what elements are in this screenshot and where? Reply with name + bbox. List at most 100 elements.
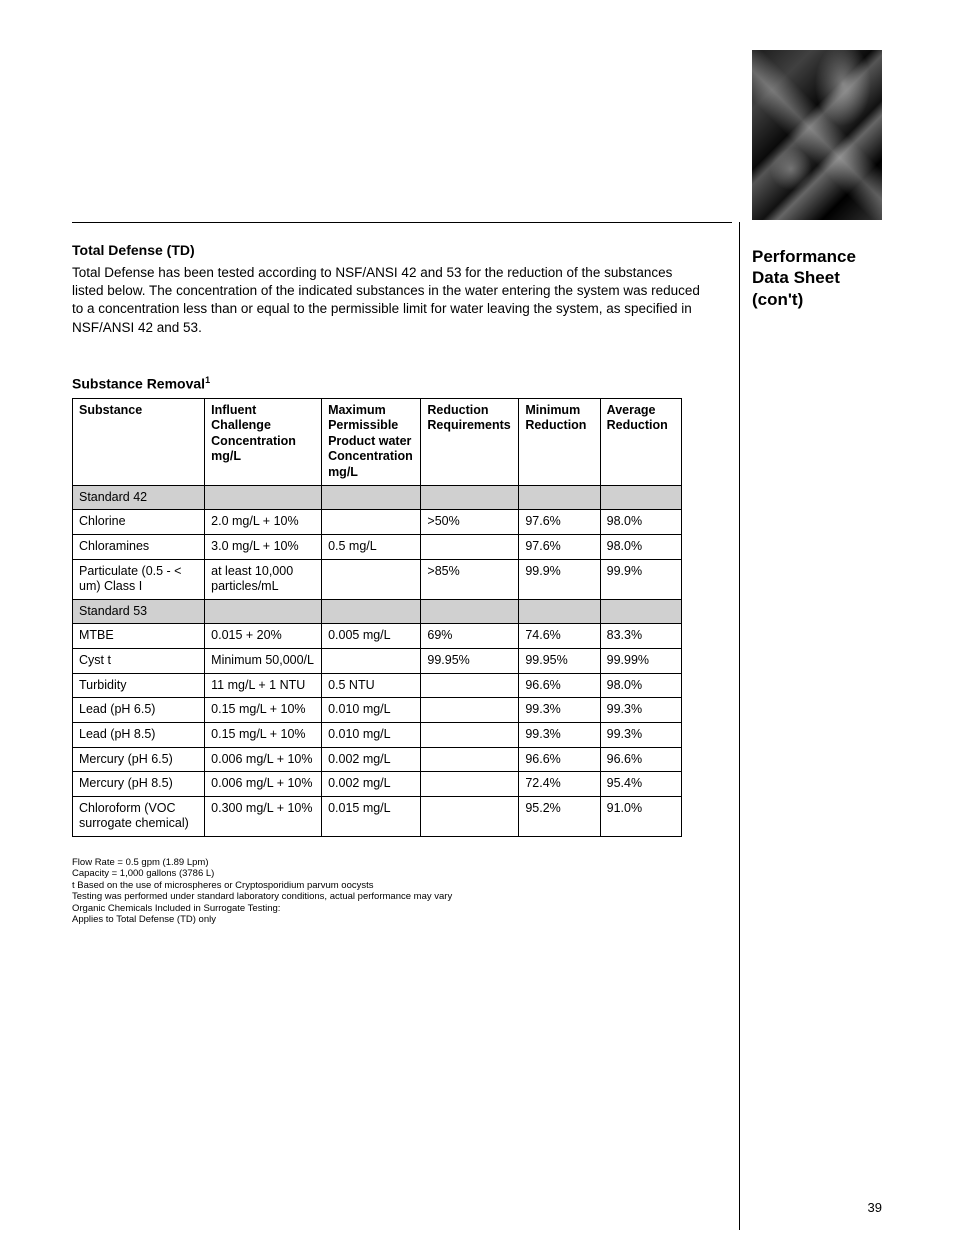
cell-avg: 99.3% — [600, 722, 681, 747]
cell-avg: 95.4% — [600, 772, 681, 797]
table-row: Particulate (0.5 - < um) Class Iat least… — [73, 559, 682, 599]
cell-reduction — [421, 772, 519, 797]
footnote-line: Applies to Total Defense (TD) only — [72, 914, 702, 925]
cell-avg: 98.0% — [600, 673, 681, 698]
main-content: Total Defense (TD) Total Defense has bee… — [72, 242, 702, 925]
cell-avg: 96.6% — [600, 747, 681, 772]
cell-reduction — [421, 485, 519, 510]
cell-influent: 0.015 + 20% — [205, 624, 322, 649]
cell-min: 72.4% — [519, 772, 600, 797]
cell-min: 96.6% — [519, 673, 600, 698]
cell-max: 0.005 mg/L — [322, 624, 421, 649]
table-title: Substance Removal1 — [72, 375, 702, 392]
cell-substance: Lead (pH 6.5) — [73, 698, 205, 723]
cell-substance: MTBE — [73, 624, 205, 649]
cell-substance: Standard 53 — [73, 599, 205, 624]
table-row: Mercury (pH 6.5)0.006 mg/L + 10%0.002 mg… — [73, 747, 682, 772]
footnote-line: Testing was performed under standard lab… — [72, 891, 702, 902]
section-body: Total Defense has been tested according … — [72, 264, 702, 337]
cell-influent: 11 mg/L + 1 NTU — [205, 673, 322, 698]
header-image — [752, 50, 882, 220]
cell-max — [322, 510, 421, 535]
cell-reduction: >85% — [421, 559, 519, 599]
table-row: Chloroform (VOC surrogate chemical)0.300… — [73, 796, 682, 836]
cell-influent: 0.006 mg/L + 10% — [205, 772, 322, 797]
cell-max — [322, 649, 421, 674]
cell-avg: 99.9% — [600, 559, 681, 599]
cell-influent: 0.15 mg/L + 10% — [205, 722, 322, 747]
cell-reduction — [421, 698, 519, 723]
cell-max: 0.5 NTU — [322, 673, 421, 698]
cell-reduction — [421, 534, 519, 559]
cell-avg: 98.0% — [600, 510, 681, 535]
cell-substance: Cyst t — [73, 649, 205, 674]
cell-max: 0.002 mg/L — [322, 747, 421, 772]
table-body: Standard 42Chlorine2.0 mg/L + 10% >50%97.… — [73, 485, 682, 836]
cell-influent: 2.0 mg/L + 10% — [205, 510, 322, 535]
cell-max — [322, 559, 421, 599]
cell-substance: Mercury (pH 6.5) — [73, 747, 205, 772]
table-row: Chloramines3.0 mg/L + 10%0.5 mg/L97.6%98… — [73, 534, 682, 559]
cell-min — [519, 599, 600, 624]
cell-substance: Standard 42 — [73, 485, 205, 510]
cell-avg: 91.0% — [600, 796, 681, 836]
table-row: Standard 53 — [73, 599, 682, 624]
cell-min: 97.6% — [519, 534, 600, 559]
table-header-row: Substance Influent Challenge Concentrati… — [73, 398, 682, 485]
cell-max: 0.010 mg/L — [322, 698, 421, 723]
cell-min: 97.6% — [519, 510, 600, 535]
cell-reduction — [421, 673, 519, 698]
table-row: Mercury (pH 8.5)0.006 mg/L + 10%0.002 mg… — [73, 772, 682, 797]
table-row: Turbidity11 mg/L + 1 NTU0.5 NTU96.6%98.0… — [73, 673, 682, 698]
cell-reduction — [421, 599, 519, 624]
header-rule — [72, 222, 732, 223]
cell-min: 99.95% — [519, 649, 600, 674]
sidebar-title-line2: Data Sheet — [752, 268, 840, 287]
table-row: MTBE0.015 + 20%0.005 mg/L69%74.6%83.3% — [73, 624, 682, 649]
table-row: Lead (pH 8.5)0.15 mg/L + 10%0.010 mg/L99… — [73, 722, 682, 747]
cell-substance: Lead (pH 8.5) — [73, 722, 205, 747]
cell-influent: 0.300 mg/L + 10% — [205, 796, 322, 836]
footnotes: Flow Rate = 0.5 gpm (1.89 Lpm)Capacity =… — [72, 857, 702, 925]
cell-reduction: 99.95% — [421, 649, 519, 674]
cell-max: 0.5 mg/L — [322, 534, 421, 559]
substance-table: Substance Influent Challenge Concentrati… — [72, 398, 682, 838]
cell-min — [519, 485, 600, 510]
vertical-rule — [739, 222, 740, 1230]
cell-max — [322, 599, 421, 624]
cell-max: 0.002 mg/L — [322, 772, 421, 797]
cell-max: 0.015 mg/L — [322, 796, 421, 836]
cell-influent — [205, 599, 322, 624]
footnote-line: Organic Chemicals Included in Surrogate … — [72, 903, 702, 914]
th-substance: Substance — [73, 398, 205, 485]
footnote-line: t Based on the use of microspheres or Cr… — [72, 880, 702, 891]
cell-min: 96.6% — [519, 747, 600, 772]
cell-avg: 99.3% — [600, 698, 681, 723]
cell-substance: Particulate (0.5 - < um) Class I — [73, 559, 205, 599]
cell-substance: Chloramines — [73, 534, 205, 559]
cell-min: 95.2% — [519, 796, 600, 836]
cell-reduction — [421, 747, 519, 772]
table-title-text: Substance Removal — [72, 376, 205, 392]
cell-avg: 83.3% — [600, 624, 681, 649]
cell-influent: Minimum 50,000/L — [205, 649, 322, 674]
cell-reduction — [421, 722, 519, 747]
table-row: Chlorine2.0 mg/L + 10% >50%97.6%98.0% — [73, 510, 682, 535]
cell-influent: 0.15 mg/L + 10% — [205, 698, 322, 723]
cell-substance: Chlorine — [73, 510, 205, 535]
table-row: Lead (pH 6.5)0.15 mg/L + 10%0.010 mg/L 99… — [73, 698, 682, 723]
table-row: Standard 42 — [73, 485, 682, 510]
th-influent: Influent Challenge Concentration mg/L — [205, 398, 322, 485]
cell-min: 99.9% — [519, 559, 600, 599]
cell-influent: 0.006 mg/L + 10% — [205, 747, 322, 772]
cell-avg — [600, 485, 681, 510]
cell-min: 99.3% — [519, 698, 600, 723]
cell-min: 99.3% — [519, 722, 600, 747]
cell-substance: Chloroform (VOC surrogate chemical) — [73, 796, 205, 836]
page-number: 39 — [868, 1200, 882, 1215]
cell-influent: at least 10,000 particles/mL — [205, 559, 322, 599]
cell-reduction: >50% — [421, 510, 519, 535]
cell-substance: Mercury (pH 8.5) — [73, 772, 205, 797]
cell-influent — [205, 485, 322, 510]
sidebar-title-line3: (con't) — [752, 290, 803, 309]
